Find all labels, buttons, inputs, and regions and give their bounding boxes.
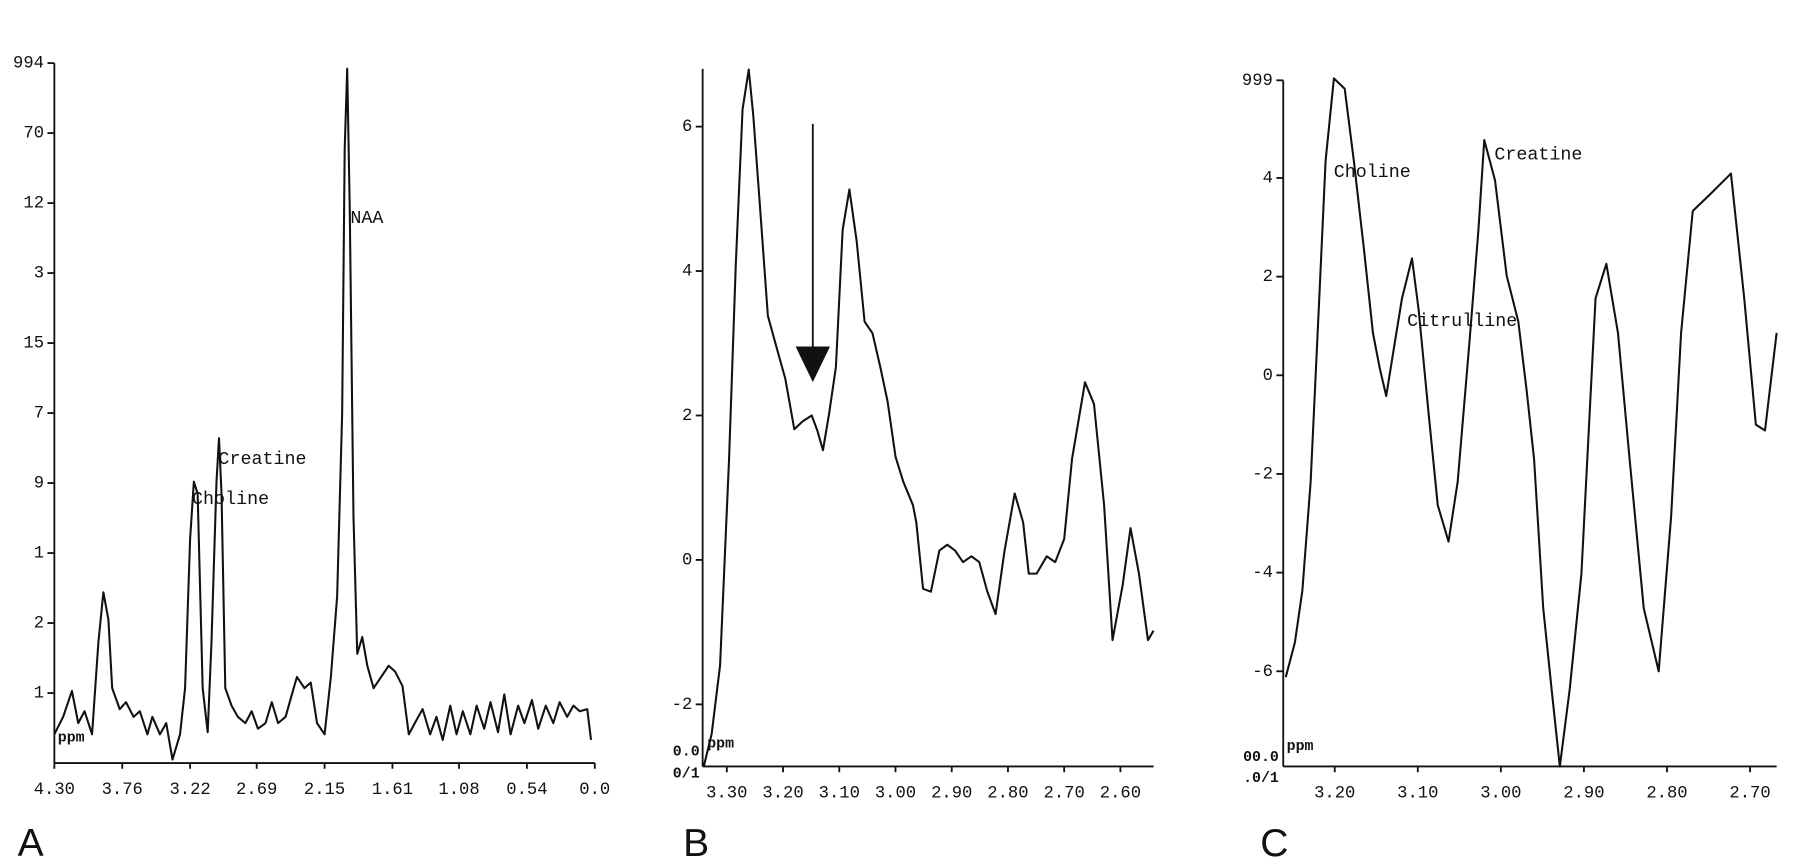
spectrum-line [1284,77,1778,768]
axis-note: 0/1 [673,766,700,782]
x-tick-label: 2.90 [1563,784,1604,803]
peak-annotation: Citrulline [1407,311,1517,332]
x-tick-label: 4.30 [34,781,75,800]
axis-note: .0/1 [1243,771,1279,787]
spectrum-line [702,68,1155,767]
y-tick-label: 12 [23,195,44,214]
x-tick-label: 3.22 [169,781,210,800]
y-tick-label: 2 [1263,268,1273,287]
y-tick-label: 1 [34,685,44,704]
peak-annotation: NAA [350,208,383,229]
y-tick-label: 2 [682,407,692,426]
y-tick-label: 999 [1242,72,1273,91]
peak-annotation: Creatine [218,449,306,470]
y-tick-label: 6 [682,118,692,137]
y-tick-label: -2 [1252,466,1273,485]
y-tick-label: 9 [34,475,44,494]
x-tick-label: 2.80 [987,784,1028,803]
x-tick-label: 3.20 [1314,784,1355,803]
y-tick-label: 1 [34,545,44,564]
x-tick-label: 2.70 [1044,784,1085,803]
panel-label: B [683,822,709,864]
arrow-head [795,346,831,383]
axis-note: 00.0 [1243,750,1279,766]
y-tick-label: 4 [682,263,692,282]
y-tick-label: 7 [34,405,44,424]
arrow [795,123,831,383]
x-tick-label: 1.61 [372,781,413,800]
peak-annotation: Choline [192,489,269,510]
x-tick-label: 3.10 [819,784,860,803]
axis-note: ppm [58,731,85,747]
x-tick-label: 3.30 [706,784,747,803]
y-tick-label: 0 [682,551,692,570]
y-tick-label: 15 [23,335,44,354]
x-tick-label: 2.70 [1729,784,1770,803]
x-tick-label: 3.20 [762,784,803,803]
x-tick-label: 0.0 [579,781,610,800]
x-tick-label: 2.90 [931,784,972,803]
x-tick-label: 3.00 [875,784,916,803]
x-tick-label: 1.08 [438,781,479,800]
y-tick-label: -2 [672,696,693,715]
x-tick-label: 2.80 [1646,784,1687,803]
y-tick-label: -6 [1252,663,1273,682]
axis-note: ppm [707,736,734,752]
y-tick-label: 70 [23,125,44,144]
axis-note: ppm [1287,739,1314,755]
panel-label: A [18,822,44,864]
x-tick-label: 3.10 [1397,784,1438,803]
x-tick-label: 2.60 [1100,784,1141,803]
y-tick-label: 994 [13,55,44,74]
peak-annotation: Creatine [1494,145,1582,166]
y-tick-label: 4 [1263,170,1273,189]
x-tick-label: 0.54 [506,781,547,800]
peak-annotation: Choline [1334,162,1411,183]
x-tick-label: 2.69 [236,781,277,800]
x-tick-label: 2.15 [304,781,345,800]
y-tick-label: 2 [34,615,44,634]
spectrum-line [53,67,593,761]
x-tick-label: 3.76 [102,781,143,800]
axis-note: 0.0 [673,744,700,760]
y-tick-label: -4 [1252,564,1273,583]
x-tick-label: 3.00 [1480,784,1521,803]
y-tick-label: 3 [34,265,44,284]
y-tick-label: 0 [1263,367,1273,386]
panel-label: C [1260,822,1288,864]
